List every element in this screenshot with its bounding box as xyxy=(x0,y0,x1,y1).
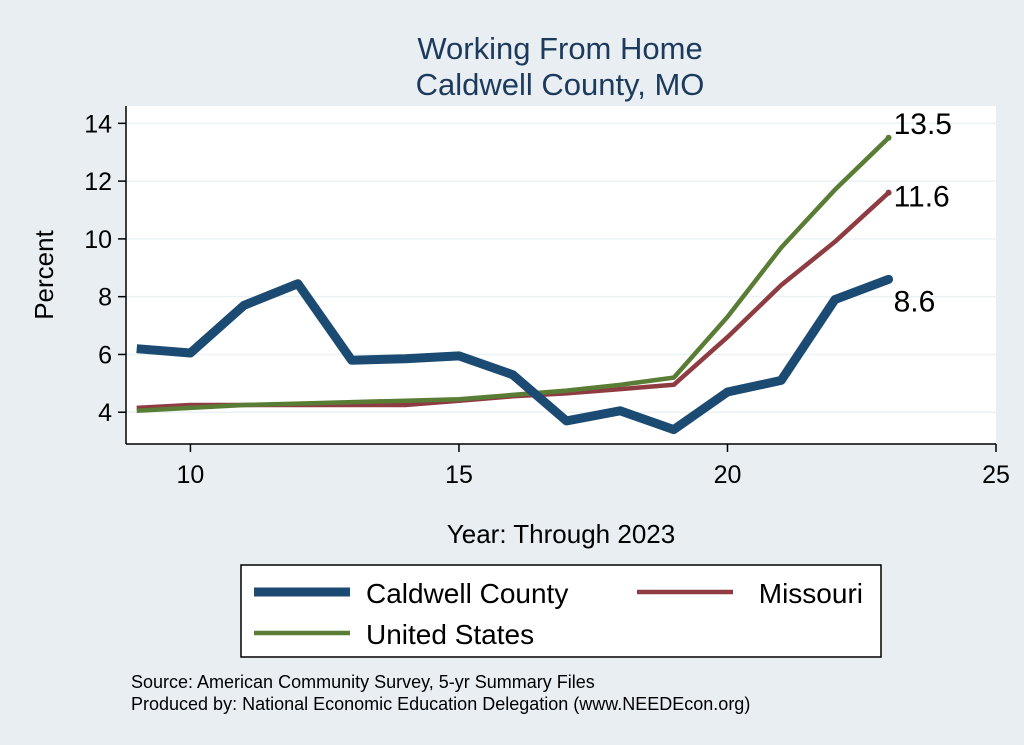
end-value-labels: 8.6 11.6 13.5 xyxy=(894,108,952,319)
legend-label-0: Caldwell County xyxy=(366,578,568,609)
legend-box xyxy=(240,564,882,658)
y-tick-label: 10 xyxy=(84,226,112,254)
y-tick-label: 8 xyxy=(98,284,112,312)
series-line-0 xyxy=(136,275,891,435)
series-endpoint-1 xyxy=(885,189,892,196)
end-label-0: 8.6 xyxy=(894,285,936,318)
x-tick-label: 10 xyxy=(177,461,205,489)
y-tick-label: 4 xyxy=(98,399,112,427)
chart-title: Working From Home xyxy=(417,31,702,66)
plot-area xyxy=(126,106,996,444)
legend-label-2: United States xyxy=(366,619,534,650)
producer-note: Produced by: National Economic Education… xyxy=(131,694,750,714)
chart-subtitle: Caldwell County, MO xyxy=(416,67,705,102)
y-tick-label: 6 xyxy=(98,341,112,369)
x-axis-title: Year: Through 2023 xyxy=(447,519,675,549)
series-line-2 xyxy=(136,136,891,414)
x-tick-label: 20 xyxy=(714,461,742,489)
legend: Caldwell County Missouri United States xyxy=(254,578,863,650)
y-tick-label: 12 xyxy=(84,168,112,196)
series-lines xyxy=(136,134,894,435)
x-tick-label: 15 xyxy=(445,461,473,489)
series-endpoint-0 xyxy=(884,274,894,284)
series-endpoint-2 xyxy=(885,134,892,141)
legend-label-1: Missouri xyxy=(759,578,863,609)
y-axis-ticks: 4 6 8 10 12 14 xyxy=(84,110,126,427)
source-note: Source: American Community Survey, 5-yr … xyxy=(131,672,595,692)
end-label-1: 11.6 xyxy=(894,181,950,214)
x-tick-label: 25 xyxy=(982,461,1010,489)
end-label-2: 13.5 xyxy=(894,108,952,141)
x-axis-ticks: 10 15 20 25 xyxy=(177,444,1010,489)
y-axis-title: Percent xyxy=(29,229,59,319)
y-tick-label: 14 xyxy=(84,110,112,138)
